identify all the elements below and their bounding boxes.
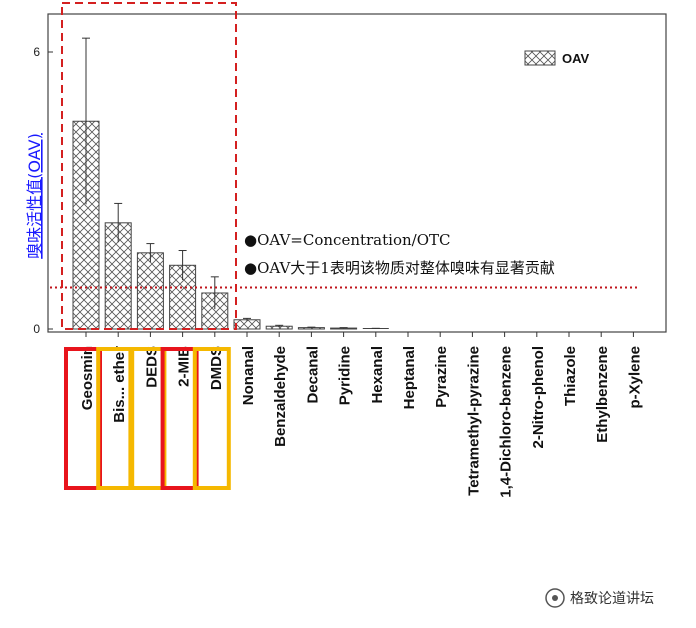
x-tick-label: p-Xylene bbox=[626, 346, 643, 409]
x-tick-label: Hexanal bbox=[369, 346, 386, 404]
watermark: 格致论道讲坛 bbox=[545, 588, 654, 608]
y-axis: 06 bbox=[33, 45, 634, 337]
category-highlight-box bbox=[192, 347, 231, 490]
x-tick-label: DMDS bbox=[208, 346, 225, 390]
legend: OAV bbox=[524, 50, 590, 66]
x-tick-label: Heptanal bbox=[401, 346, 418, 409]
x-tick-label: DEDS bbox=[143, 346, 160, 388]
legend-swatch bbox=[524, 50, 556, 66]
legend-label: OAV bbox=[562, 51, 590, 66]
x-tick-label: Thiazole bbox=[562, 346, 579, 406]
annotation-2: ●OAV大于1表明该物质对整体嗅味有显著贡献 bbox=[244, 259, 555, 277]
x-tick-label: Pyrazine bbox=[433, 346, 450, 408]
annotation-1: ●OAV=Concentration/OTC bbox=[244, 231, 450, 249]
x-tick-label: 2-Nitro-phenol bbox=[530, 346, 547, 449]
y-tick-label: 0 bbox=[33, 322, 40, 336]
x-tick-label: Pyridine bbox=[337, 346, 354, 405]
y-tick-label: 6 bbox=[33, 45, 40, 59]
y-axis-label: 嗅味活性值(OAV) bbox=[25, 133, 44, 259]
watermark-icon-dot bbox=[552, 595, 558, 601]
x-tick-label: Nonanal bbox=[240, 346, 257, 405]
category-labels: Geosmin Bis... ether DEDS 2-MIB DMDS Nonanal B… bbox=[79, 346, 643, 498]
highlight-dashed-box bbox=[61, 2, 237, 330]
x-tick-label: Tetramethyl-pyrazine bbox=[465, 346, 482, 496]
x-tick-label: Geosmin bbox=[79, 346, 96, 410]
category-highlights bbox=[64, 347, 231, 490]
bars bbox=[72, 37, 389, 330]
watermark-icon bbox=[545, 588, 565, 608]
x-tick-label: Benzaldehyde bbox=[272, 346, 289, 447]
x-tick-label: 1,4-Dichloro-benzene bbox=[498, 346, 515, 498]
x-tick-label: 2-MIB bbox=[176, 346, 193, 387]
x-tick-label: Decanal bbox=[304, 346, 321, 404]
plot-frame bbox=[47, 13, 667, 333]
bar bbox=[136, 252, 164, 330]
watermark-text: 格致论道讲坛 bbox=[570, 591, 654, 607]
x-tick-label: Bis... ether bbox=[111, 346, 128, 423]
x-tick-label: Ethylbenzene bbox=[594, 346, 611, 443]
